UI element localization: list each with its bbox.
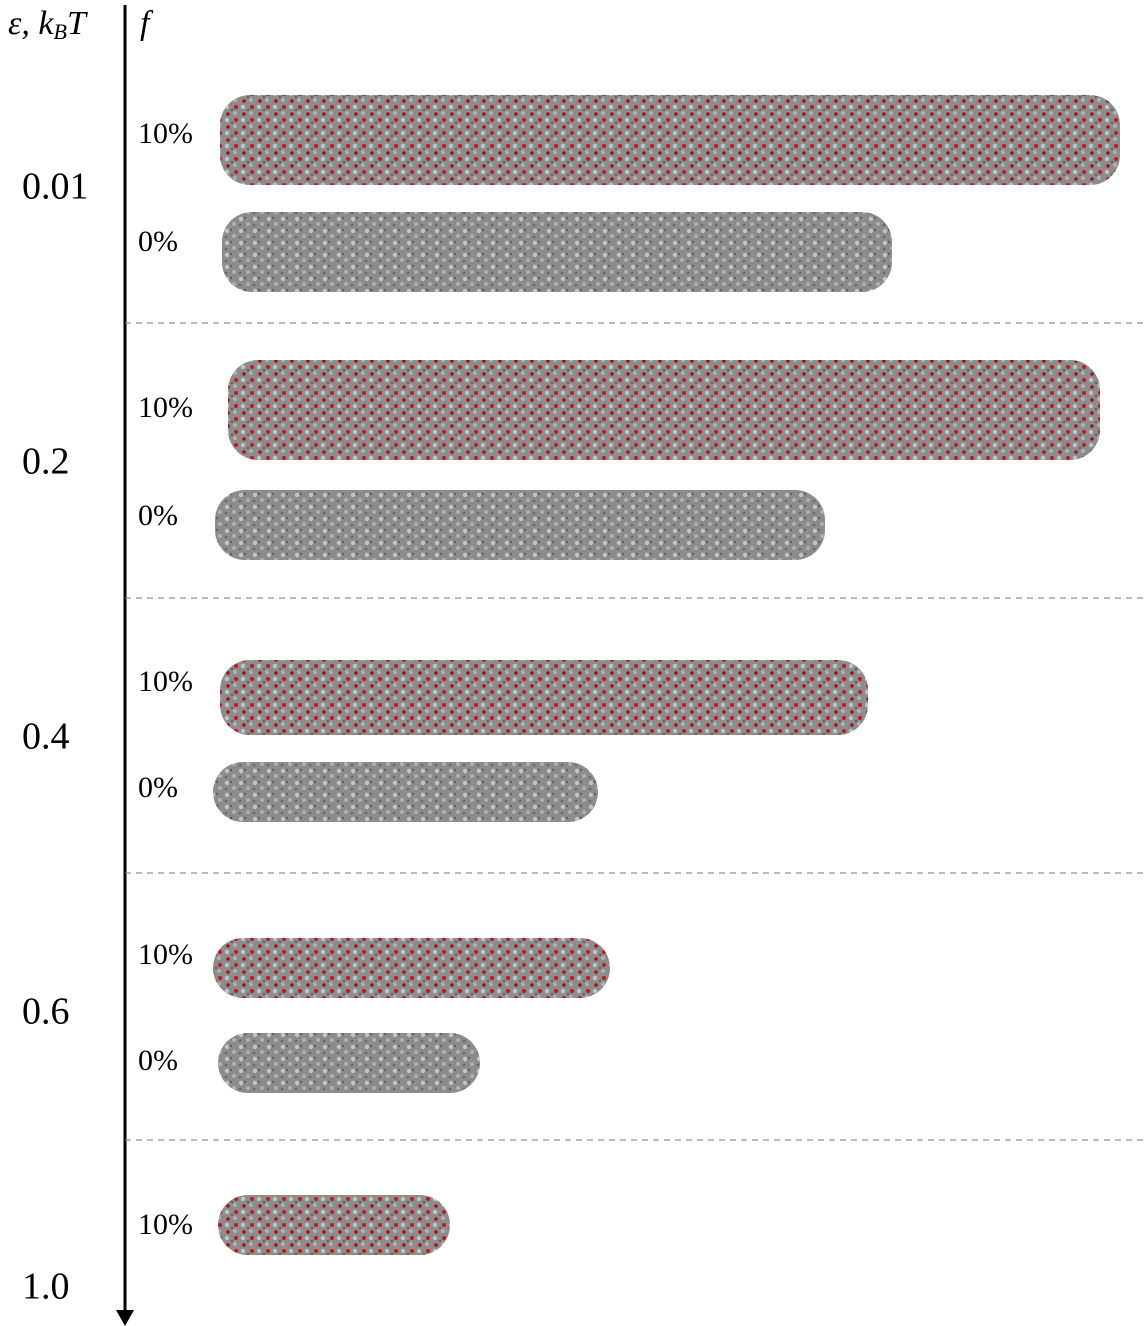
micelle-neutral: [213, 762, 598, 822]
epsilon-label: 0.2: [22, 441, 70, 483]
epsilon-label: 0.6: [22, 991, 70, 1033]
micelle-neutral: [218, 1033, 480, 1093]
fraction-label: 10%: [138, 391, 193, 424]
epsilon-label: 1.0: [22, 1266, 70, 1308]
fraction-label: 10%: [138, 117, 193, 150]
micelle-charged: [228, 360, 1100, 460]
epsilon-header: ε, kBT: [8, 5, 88, 44]
micelle-charged: [220, 660, 868, 735]
fraction-label: 0%: [138, 499, 178, 532]
epsilon-label: 0.01: [22, 166, 89, 208]
arrow-head: [116, 1310, 134, 1326]
epsilon-label: 0.4: [22, 716, 70, 758]
fraction-label: 0%: [138, 225, 178, 258]
figure: ε, kBT f 0.01 10% 0% 0.2 10% 0% 0.4 10% 0% 0.6 10%…: [0, 0, 1148, 1326]
micelle-neutral: [222, 212, 892, 292]
fraction-label: 0%: [138, 771, 178, 804]
fraction-label: 10%: [138, 938, 193, 971]
micelle-charged: [213, 938, 610, 998]
f-header: f: [140, 5, 154, 42]
fraction-label: 0%: [138, 1044, 178, 1077]
micelle-charged: [218, 1195, 450, 1255]
fraction-label: 10%: [138, 1208, 193, 1241]
micelle-charged: [220, 95, 1120, 185]
fraction-label: 10%: [138, 665, 193, 698]
micelle-neutral: [215, 490, 825, 560]
